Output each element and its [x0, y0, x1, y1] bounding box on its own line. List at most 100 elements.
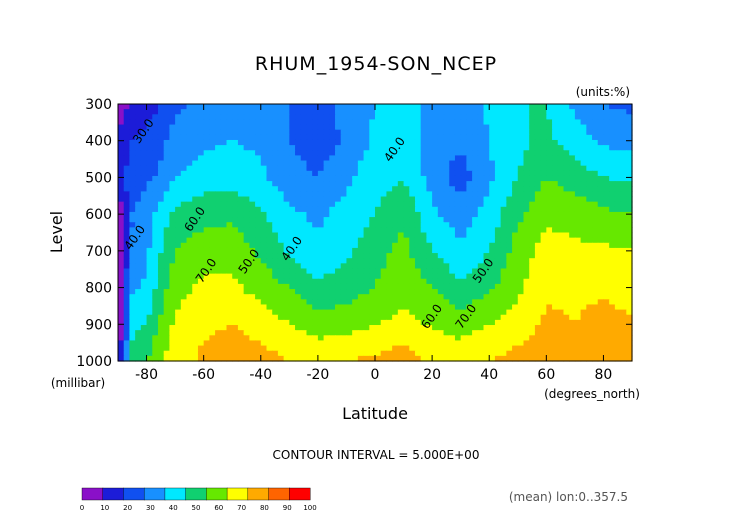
heatmap-cell — [352, 350, 359, 357]
heatmap-cell — [340, 201, 348, 208]
heatmap-cell — [489, 160, 496, 167]
heatmap-cell — [466, 139, 473, 146]
heatmap-cell — [335, 345, 342, 352]
heatmap-cell — [552, 247, 559, 254]
heatmap-cell — [563, 237, 570, 244]
heatmap-cell — [163, 114, 170, 121]
heatmap-cell — [569, 283, 576, 290]
heatmap-cell — [123, 145, 131, 151]
heatmap-cell — [146, 134, 153, 141]
heatmap-cell — [209, 314, 216, 321]
heatmap-cell — [517, 181, 525, 187]
heatmap-cell — [340, 181, 348, 187]
heatmap-cell — [432, 160, 439, 167]
heatmap-cell — [500, 325, 507, 331]
heatmap-cell — [477, 196, 485, 203]
heatmap-cell — [289, 181, 296, 187]
heatmap-cell — [197, 253, 205, 259]
heatmap-cell — [129, 201, 136, 208]
heatmap-cell — [175, 289, 182, 295]
heatmap-cell — [186, 237, 193, 244]
x-tick-label: 80 — [595, 367, 613, 383]
heatmap-cell — [357, 232, 365, 239]
heatmap-cell — [300, 355, 308, 362]
heatmap-cell — [380, 273, 388, 280]
heatmap-cell — [472, 340, 479, 347]
heatmap-cell — [426, 299, 433, 306]
heatmap-cell — [489, 155, 496, 162]
heatmap-cell — [603, 139, 610, 146]
heatmap-cell — [197, 124, 205, 131]
heatmap-cell — [243, 345, 250, 352]
heatmap-cell — [489, 145, 496, 151]
heatmap-cell — [500, 155, 507, 162]
heatmap-cell — [494, 181, 502, 187]
heatmap-cell — [243, 196, 250, 203]
heatmap-cell — [414, 165, 422, 172]
heatmap-cell — [414, 134, 422, 141]
heatmap-cell — [563, 222, 570, 228]
heatmap-cell — [203, 330, 210, 336]
heatmap-cell — [614, 294, 622, 300]
heatmap-cell — [454, 206, 462, 213]
heatmap-cell — [323, 268, 330, 275]
heatmap-cell — [603, 170, 610, 177]
heatmap-cell — [306, 294, 313, 300]
heatmap-cell — [129, 340, 136, 347]
heatmap-cell — [186, 175, 193, 182]
heatmap-cell — [506, 319, 513, 326]
heatmap-cell — [483, 134, 490, 141]
heatmap-cell — [192, 263, 199, 270]
heatmap-cell — [175, 124, 182, 131]
heatmap-cell — [466, 134, 473, 141]
heatmap-cell — [592, 304, 599, 311]
heatmap-cell — [375, 309, 382, 316]
heatmap-cell — [626, 186, 633, 192]
heatmap-cell — [592, 145, 599, 151]
heatmap-cell — [460, 340, 467, 347]
heatmap-cell — [215, 242, 222, 249]
heatmap-cell — [197, 201, 205, 208]
heatmap-cell — [335, 330, 342, 336]
heatmap-cell — [352, 155, 359, 162]
heatmap-cell — [192, 109, 199, 115]
heatmap-cell — [403, 335, 410, 342]
heatmap-cell — [249, 206, 256, 213]
heatmap-cell — [580, 325, 587, 331]
heatmap-cell — [295, 345, 302, 352]
heatmap-cell — [449, 325, 456, 331]
heatmap-cell — [489, 273, 496, 280]
heatmap-cell — [209, 129, 216, 136]
heatmap-cell — [277, 314, 285, 321]
heatmap-cell — [357, 289, 365, 295]
heatmap-cell — [232, 309, 239, 316]
heatmap-cell — [375, 242, 382, 249]
heatmap-cell — [432, 335, 439, 342]
heatmap-cell — [380, 129, 388, 136]
heatmap-cell — [135, 263, 142, 270]
heatmap-cell — [169, 186, 176, 192]
heatmap-cell — [323, 237, 330, 244]
heatmap-cell — [563, 325, 570, 331]
heatmap-cell — [346, 114, 353, 121]
heatmap-cell — [146, 268, 153, 275]
heatmap-cell — [266, 335, 273, 342]
heatmap-cell — [186, 289, 193, 295]
heatmap-cell — [243, 273, 250, 280]
heatmap-cell — [237, 319, 245, 326]
heatmap-cell — [335, 119, 342, 126]
heatmap-cell — [449, 119, 456, 126]
heatmap-cell — [506, 186, 513, 192]
heatmap-cell — [180, 206, 188, 213]
heatmap-cell — [135, 134, 142, 141]
heatmap-cell — [403, 222, 410, 228]
heatmap-cell — [614, 350, 622, 357]
heatmap-cell — [563, 124, 570, 131]
heatmap-cell — [215, 355, 222, 362]
heatmap-cell — [506, 242, 513, 249]
heatmap-cell — [249, 186, 256, 192]
heatmap-cell — [300, 283, 308, 290]
heatmap-cell — [477, 283, 485, 290]
x-axis: -80 -60 -40 -20 0 20 40 60 80 — [135, 104, 612, 383]
heatmap-cell — [392, 134, 399, 141]
